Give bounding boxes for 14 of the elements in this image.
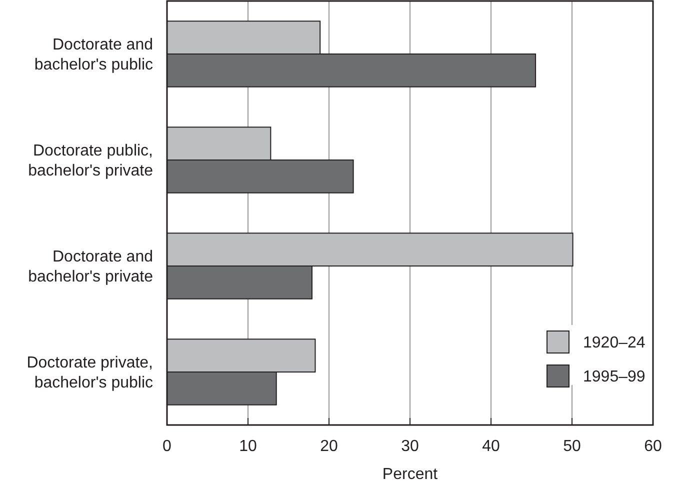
y-tick-label: Doctorate private, bachelor's public <box>26 354 153 392</box>
x-tick-label: 30 <box>401 438 419 455</box>
x-tick-label: 60 <box>644 438 662 455</box>
x-axis-title: Percent <box>382 466 438 483</box>
x-tick-label: 20 <box>320 438 338 455</box>
legend-label: 1920–24 <box>583 334 646 352</box>
x-tick-label: 0 <box>162 438 172 455</box>
x-tick-label: 10 <box>239 438 257 455</box>
y-tick-label: Doctorate and bachelor's public <box>34 36 153 74</box>
x-tick-label: 40 <box>482 438 500 455</box>
x-tick-label: 50 <box>563 438 581 455</box>
y-tick-label: Doctorate public, bachelor's private <box>28 142 154 180</box>
legend-label: 1995–99 <box>583 368 646 386</box>
y-tick-label: Doctorate and bachelor's private <box>28 248 154 286</box>
